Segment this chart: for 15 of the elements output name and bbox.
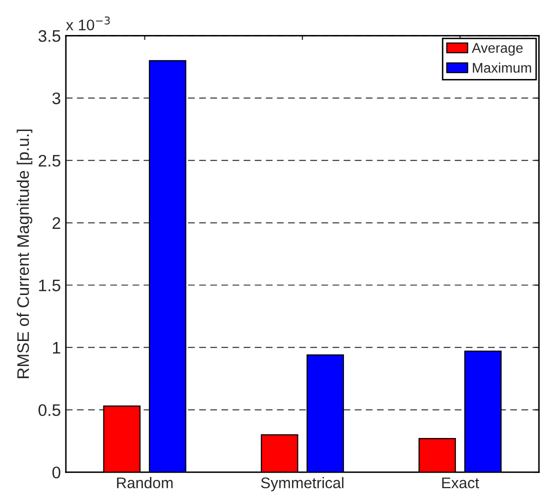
y-tick-label: 1.5 bbox=[39, 280, 60, 292]
y-tick-label: 0.5 bbox=[38, 404, 60, 416]
legend-label: Average bbox=[472, 43, 523, 56]
y-tick-label: 2 bbox=[52, 217, 60, 229]
legend-label: Maximum bbox=[472, 62, 532, 73]
y-tick-label: 3.5 bbox=[38, 30, 60, 42]
y-tick-label: 3 bbox=[52, 92, 60, 104]
y-axis-title: RMSE of Current Magnitude [p.u.] bbox=[16, 130, 32, 378]
y-tick-label: 2.5 bbox=[38, 154, 60, 167]
text: x 10$^{−3}$ bbox=[66, 16, 110, 30]
x-tick-label: Symmetrical bbox=[261, 477, 344, 492]
x-tick-label: Random bbox=[117, 477, 173, 488]
y-tick-label: 0 bbox=[52, 466, 60, 478]
x-tick-label: Exact bbox=[442, 478, 480, 488]
y-tick-label: 1 bbox=[53, 342, 60, 354]
